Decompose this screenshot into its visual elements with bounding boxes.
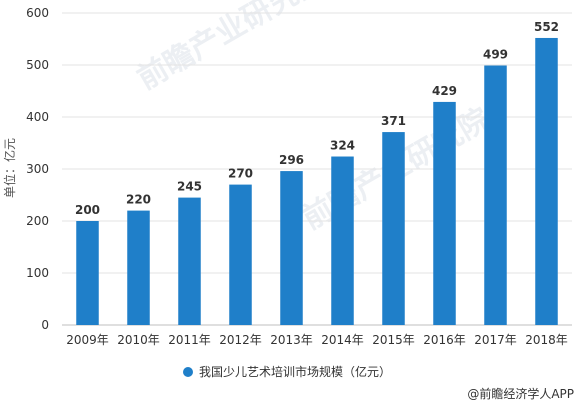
y-tick-label: 100 xyxy=(26,266,49,280)
data-label: 371 xyxy=(381,114,406,128)
bar xyxy=(229,184,252,325)
data-label: 324 xyxy=(330,139,355,153)
data-label: 220 xyxy=(126,193,151,207)
bar xyxy=(382,132,405,325)
data-label: 429 xyxy=(432,84,457,98)
y-axis-label: 单位：亿元 xyxy=(2,138,17,198)
x-tick-label: 2017年 xyxy=(474,333,517,347)
x-tick-label: 2014年 xyxy=(321,333,364,347)
x-tick-label: 2015年 xyxy=(372,333,415,347)
x-tick-label: 2013年 xyxy=(270,333,313,347)
x-tick-label: 2016年 xyxy=(423,333,466,347)
x-axis-ticks: 2009年 2010年 2011年 2012年 2013年 2014年 2015年 2016年… xyxy=(66,333,568,347)
legend: 我国少儿艺术培训市场规模（亿元） xyxy=(183,364,391,379)
x-tick-label: 2009年 xyxy=(66,333,109,347)
legend-label: 我国少儿艺术培训市场规模（亿元） xyxy=(199,364,391,379)
bar xyxy=(535,37,558,326)
x-tick-label: 2010年 xyxy=(117,333,160,347)
y-tick-label: 400 xyxy=(26,110,49,124)
data-label: 245 xyxy=(177,180,202,194)
data-label: 270 xyxy=(228,167,253,181)
y-tick-label: 0 xyxy=(41,318,49,332)
y-tick-label: 200 xyxy=(26,214,49,228)
bar xyxy=(76,221,99,325)
bar xyxy=(178,197,201,325)
watermark-top: 前瞻产业研究院 xyxy=(132,0,331,97)
bar xyxy=(433,101,456,325)
y-tick-label: 300 xyxy=(26,162,49,176)
bar xyxy=(331,156,354,325)
data-label: 200 xyxy=(75,203,100,217)
x-tick-label: 2011年 xyxy=(168,333,211,347)
legend-marker xyxy=(183,367,193,377)
bar xyxy=(484,65,507,326)
bar xyxy=(280,171,303,325)
data-label: 499 xyxy=(483,48,508,62)
data-labels: 200 220 245 270 296 324 371 429 499 552 xyxy=(75,20,559,217)
bar xyxy=(127,210,150,325)
y-tick-label: 500 xyxy=(26,58,49,72)
data-label: 296 xyxy=(279,153,304,167)
bars xyxy=(76,37,558,326)
y-axis-ticks: 0 100 200 300 400 500 600 xyxy=(26,6,49,332)
y-tick-label: 600 xyxy=(26,6,49,20)
data-label: 552 xyxy=(534,20,559,34)
x-tick-label: 2012年 xyxy=(219,333,262,347)
source-credit: @前瞻经济学人APP xyxy=(467,386,574,401)
x-tick-label: 2018年 xyxy=(525,333,568,347)
